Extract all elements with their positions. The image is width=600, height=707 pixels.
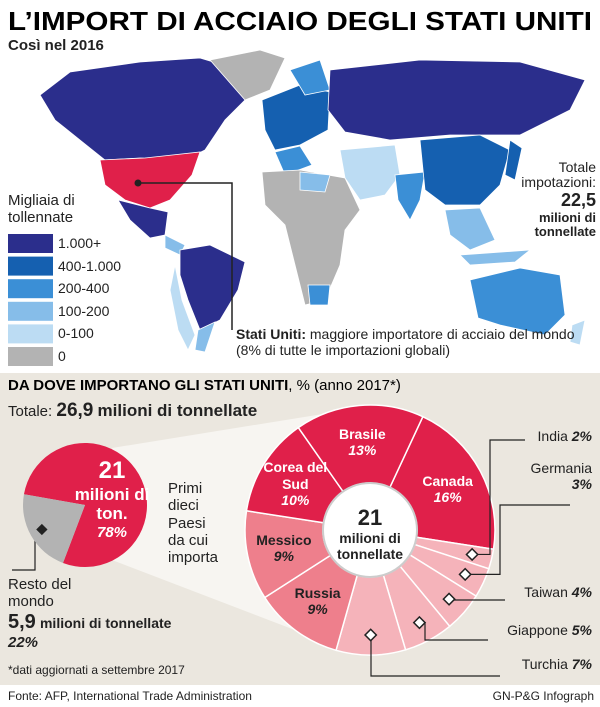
- slice-label: Canada 16%: [408, 472, 488, 504]
- section-total-number: 26,9: [56, 400, 94, 421]
- legend-label: 0: [58, 348, 66, 364]
- slice-pct: 7%: [571, 656, 592, 672]
- slice-pct: 5%: [571, 622, 592, 638]
- donut-center: 21 milioni di tonnellate: [320, 505, 420, 562]
- us-text: maggiore importatore di acciaio del mond…: [236, 326, 575, 359]
- slice-label: Messico 9%: [244, 532, 324, 564]
- slice-label: Brasile 13%: [322, 426, 402, 458]
- slice-name: Germania: [530, 460, 592, 476]
- slice-name: Russia: [294, 584, 341, 601]
- slice-pct: 9%: [307, 600, 328, 617]
- total-label: Totale impotazioni:: [521, 159, 596, 191]
- callout-line: [138, 182, 233, 330]
- legend-swatch: [8, 301, 53, 321]
- heading-main: DA DOVE IMPORTANO GLI STATI UNITI: [8, 377, 288, 394]
- pie-main-label: 21 milioni di ton. 78%: [62, 457, 162, 541]
- pie-main-unit: milioni di ton.: [74, 484, 150, 524]
- pie-rest-number: 5,9: [8, 610, 36, 633]
- pie-rest: Resto del mondo 5,9 milioni di tonnellat…: [8, 576, 348, 651]
- leader-marker: [465, 547, 479, 562]
- slice-label: Corea del Sud 10%: [255, 459, 335, 507]
- slice-pct: 16%: [433, 488, 462, 505]
- heading-unit: , % (anno 2017*): [288, 377, 401, 394]
- slice-label: Germania 3%: [531, 460, 592, 492]
- slice-pct: 13%: [348, 442, 377, 459]
- slice-pct: 9%: [273, 548, 294, 565]
- leader-marker: [442, 592, 456, 606]
- pie-rest-unit: milioni di tonnellate: [39, 614, 172, 631]
- legend-label: 1.000+: [58, 235, 102, 251]
- leader-marker: [458, 567, 472, 582]
- marks: [8, 234, 570, 677]
- slice-name: Turchia: [521, 656, 568, 672]
- pie-main-pct: 78%: [96, 523, 128, 541]
- slice-name: Giappone: [507, 622, 568, 638]
- section-total-unit: milioni di tonnellate: [97, 401, 258, 420]
- us-bold: Stati Uniti:: [236, 326, 306, 342]
- pie-rest-category: Resto del mondo: [8, 576, 72, 611]
- slice-pct: 4%: [571, 584, 592, 600]
- legend-swatch: [8, 234, 53, 253]
- pie-main-number: 21: [98, 457, 126, 484]
- donut-hole: [322, 482, 418, 578]
- slice-name: India: [537, 428, 568, 444]
- slice-pct: 3%: [571, 476, 592, 493]
- slice-label: Turchia 7%: [522, 656, 592, 672]
- slice-name: Corea del Sud: [263, 459, 328, 492]
- slice-name: Canada: [422, 472, 473, 489]
- slice-name: Messico: [256, 532, 312, 549]
- leader-marker: [363, 628, 378, 642]
- slice: [23, 442, 148, 567]
- slice-label: Russia 9%: [278, 585, 358, 617]
- total-unit: milioni di tonnellate: [534, 209, 596, 239]
- leader-marker: [36, 523, 48, 536]
- slice-pct: 2%: [571, 428, 592, 444]
- legend-swatch: [8, 256, 53, 276]
- legend-label: 0-100: [58, 325, 94, 342]
- legend-label: 100-200: [58, 302, 110, 319]
- pie-rest-pct: 22%: [8, 633, 39, 651]
- slice-label: Taiwan 4%: [524, 584, 592, 600]
- world-map: [39, 49, 586, 353]
- section-heading: DA DOVE IMPORTANO GLI STATI UNITI, % (an…: [8, 377, 401, 394]
- leader-marker: [412, 615, 427, 630]
- pie-main-category: Primi dieci Paesi da cui importa: [168, 480, 219, 566]
- source: Fonte: AFP, International Trade Administ…: [8, 689, 252, 703]
- donut-center-number: 21: [357, 505, 383, 530]
- leader-line: [465, 504, 570, 575]
- us-note: Stati Uniti: maggiore importatore di acc…: [236, 326, 576, 358]
- section-total: Totale: 26,9 milioni di tonnellate: [8, 400, 257, 422]
- total-number: 22,5: [560, 189, 596, 210]
- slice-name: Taiwan: [524, 584, 568, 600]
- leader-line: [472, 439, 525, 556]
- title: L’IMPORT DI ACCIAIO DEGLI STATI UNITI: [8, 6, 592, 36]
- section-total-label: Totale:: [8, 403, 53, 420]
- legend-swatch: [8, 347, 53, 366]
- legend-swatch: [8, 324, 53, 344]
- credit: GN-P&G Infograph: [492, 689, 594, 703]
- slice-pct: 10%: [281, 491, 310, 508]
- donut-center-unit: milioni di tonnellate: [336, 530, 404, 563]
- legend-label: 200-400: [58, 280, 110, 297]
- legend-swatch: [8, 279, 53, 299]
- slice-label: India 2%: [538, 428, 592, 444]
- total-note: Totale impotazioni: 22,5 milioni di tonn…: [500, 159, 596, 239]
- slice: [23, 494, 86, 563]
- legend-title: Migliaia di tollennate: [8, 192, 75, 227]
- footnote: *dati aggiornati a settembre 2017: [8, 663, 185, 677]
- slice-name: Brasile: [338, 426, 386, 443]
- subtitle: Così nel 2016: [8, 37, 104, 54]
- slice-label: Giappone 5%: [507, 622, 592, 638]
- callout-dot: [134, 179, 142, 187]
- legend-label: 400-1.000: [58, 257, 122, 274]
